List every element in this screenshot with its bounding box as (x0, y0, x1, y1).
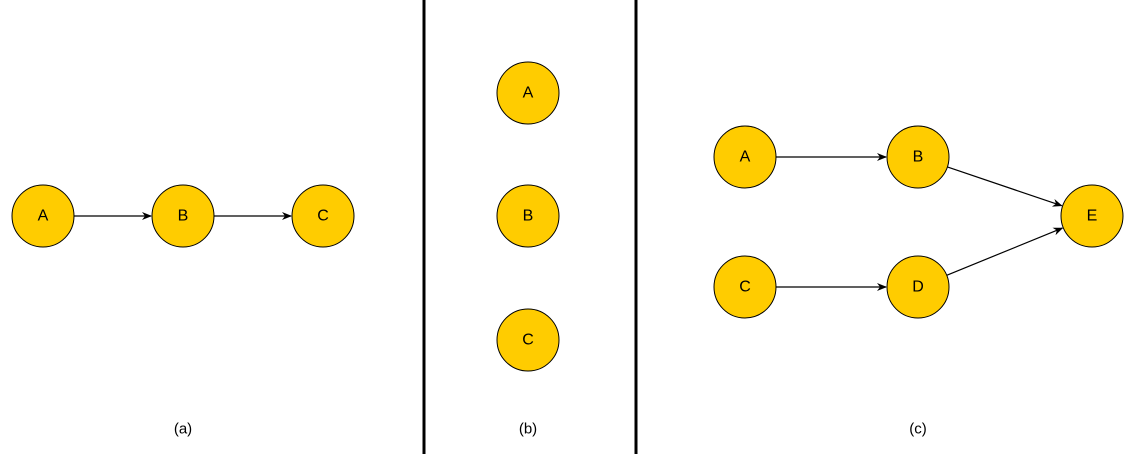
nodes-layer: A B C A B C A B C D E (11, 61, 1124, 372)
node-circle (496, 308, 560, 372)
node-circle (886, 125, 950, 189)
node-label: A (523, 85, 534, 102)
node-b-A: A (496, 61, 560, 125)
node-circle (886, 255, 950, 319)
caption-a: (a) (174, 421, 192, 438)
node-circle (496, 61, 560, 125)
node-label: A (740, 149, 751, 166)
node-b-B: B (496, 184, 560, 248)
caption-b: (b) (519, 421, 537, 438)
edges-layer (74, 153, 1064, 291)
node-label: B (178, 208, 189, 225)
node-circle (713, 255, 777, 319)
node-circle (496, 184, 560, 248)
node-c-B: B (886, 125, 950, 189)
caption-c: (c) (909, 421, 927, 438)
node-circle (713, 125, 777, 189)
node-c-A: A (713, 125, 777, 189)
node-label: B (523, 208, 534, 225)
node-label: C (317, 208, 329, 225)
node-label: C (522, 332, 534, 349)
node-a-C: C (291, 184, 355, 248)
node-c-D: D (886, 255, 950, 319)
node-a-A: A (11, 184, 75, 248)
node-circle (1060, 184, 1124, 248)
node-circle (291, 184, 355, 248)
node-label: C (739, 279, 751, 296)
edge-c-D-to-c-E (946, 227, 1064, 276)
node-label: D (912, 279, 924, 296)
node-circle (11, 184, 75, 248)
node-c-E: E (1060, 184, 1124, 248)
node-label: E (1087, 208, 1098, 225)
node-label: B (913, 149, 924, 166)
node-c-C: C (713, 255, 777, 319)
node-b-C: C (496, 308, 560, 372)
node-a-B: B (151, 184, 215, 248)
edge-c-B-to-c-E (947, 166, 1063, 207)
node-circle (151, 184, 215, 248)
node-label: A (38, 208, 49, 225)
